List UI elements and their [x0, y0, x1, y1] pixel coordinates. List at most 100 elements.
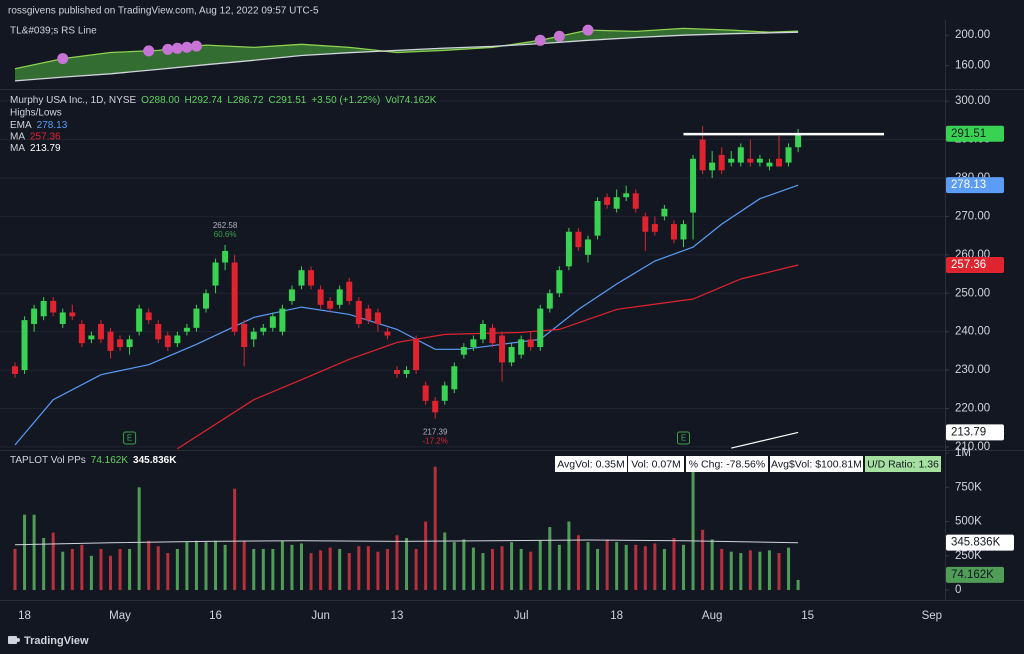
- candle-body: [203, 293, 209, 309]
- candle-body: [594, 201, 601, 236]
- highlight-dot: [57, 53, 69, 65]
- volume-bar: [529, 551, 533, 591]
- candle-body: [78, 323, 85, 344]
- volume-bar: [89, 555, 93, 591]
- candle-body: [88, 335, 95, 340]
- candle-body: [718, 154, 725, 171]
- plot-area: [12, 126, 802, 450]
- candle-body: [441, 385, 448, 401]
- low-pct: -17.2%: [423, 437, 448, 446]
- series-line: [14, 31, 799, 82]
- x-tick-label: 18: [18, 610, 31, 622]
- y-tick-label: 220.00: [955, 403, 990, 415]
- y-tick-label: 750K: [955, 481, 982, 493]
- legend-value: 278.13: [37, 120, 68, 131]
- candle-body: [756, 158, 763, 163]
- volume-bar: [414, 548, 418, 591]
- volume-bar: [395, 535, 399, 591]
- candle-body: [651, 224, 658, 232]
- volume-bar: [653, 543, 657, 591]
- candle-body: [585, 239, 591, 255]
- logo-shape: [8, 636, 17, 644]
- volume-bar: [452, 542, 456, 591]
- candle-body: [174, 335, 181, 344]
- candle-body: [136, 308, 143, 332]
- plot-area: [14, 24, 799, 82]
- candle-body: [737, 147, 744, 163]
- symbol-title: Murphy USA Inc., 1D, NYSE: [10, 95, 136, 106]
- candle-body: [222, 250, 229, 263]
- quote-value: L286.72: [227, 95, 264, 106]
- candle-body: [642, 216, 649, 232]
- candle-body: [21, 320, 28, 371]
- highlight-dot: [162, 43, 174, 55]
- candle-body: [241, 323, 248, 348]
- candle-body: [212, 262, 219, 286]
- volume-ma-tag-bg: [946, 534, 1014, 551]
- ma-tag: 257.36: [951, 259, 986, 271]
- quote-value: Vol74.162K: [385, 95, 436, 106]
- earnings-label: E: [681, 434, 686, 443]
- candle-body: [527, 339, 534, 348]
- volume-bar: [481, 553, 485, 591]
- volume-bar: [309, 553, 313, 591]
- candle-body: [728, 158, 735, 163]
- volume-bar: [720, 548, 724, 591]
- volume-bar: [701, 529, 705, 591]
- stat-text: U/D Ratio: 1.36: [867, 458, 939, 470]
- ma-line: [731, 431, 799, 449]
- volume-bar: [214, 540, 218, 591]
- candle-body: [546, 293, 553, 309]
- candle-body: [709, 162, 716, 171]
- candle-body: [40, 300, 47, 317]
- volume-bar: [557, 544, 561, 591]
- candle-body: [785, 147, 792, 163]
- volume-bar: [261, 548, 265, 591]
- candle-body: [164, 335, 171, 348]
- ma-line: [14, 184, 799, 446]
- candle-body: [623, 193, 630, 198]
- low-label: 217.39: [423, 428, 448, 437]
- highlight-dot: [534, 34, 546, 46]
- stat-text: Vol: 0.07M: [631, 458, 681, 470]
- volume-bar: [433, 466, 437, 591]
- ma-tag-bg: [946, 424, 1004, 441]
- y-tick-label: 230.00: [955, 364, 990, 376]
- last-price-tag: 291.51: [951, 128, 986, 140]
- quote-value: O288.00: [141, 95, 180, 106]
- volume-bar: [510, 542, 514, 591]
- candle-body: [460, 347, 467, 355]
- volume-bar: [137, 487, 141, 591]
- volume-bar: [605, 539, 609, 591]
- candle-body: [145, 312, 152, 321]
- y-tick-label: 250.00: [955, 287, 990, 299]
- volume-bar: [328, 547, 332, 591]
- volume-bar: [519, 548, 523, 591]
- candle-body: [394, 370, 400, 374]
- y-tick-label: 200.00: [955, 29, 990, 41]
- y-tick-label: 210.00: [955, 441, 990, 453]
- candle-body: [31, 308, 38, 324]
- candle-body: [250, 331, 257, 340]
- volume-bar: [147, 540, 151, 591]
- volume-bar: [51, 532, 55, 591]
- volume-bar: [443, 532, 447, 591]
- highlight-dot: [190, 40, 202, 52]
- x-tick-label: Jul: [514, 610, 529, 622]
- x-tick-label: 13: [391, 610, 404, 622]
- volume-bar: [548, 527, 552, 591]
- candle-body: [451, 366, 458, 390]
- earnings-marker: [677, 431, 690, 445]
- x-tick-label: 18: [610, 610, 623, 622]
- plot-area: [13, 466, 800, 591]
- candle-body: [537, 308, 544, 348]
- candle-body: [183, 327, 190, 332]
- volume-bar: [615, 542, 619, 591]
- legend-title: Highs/Lows: [10, 108, 62, 119]
- candle-body: [269, 316, 276, 328]
- candle-body: [193, 308, 200, 328]
- x-tick-label: Sep: [922, 610, 942, 622]
- candle-body: [776, 158, 782, 167]
- candle-body: [795, 133, 802, 148]
- candle-body: [690, 158, 697, 213]
